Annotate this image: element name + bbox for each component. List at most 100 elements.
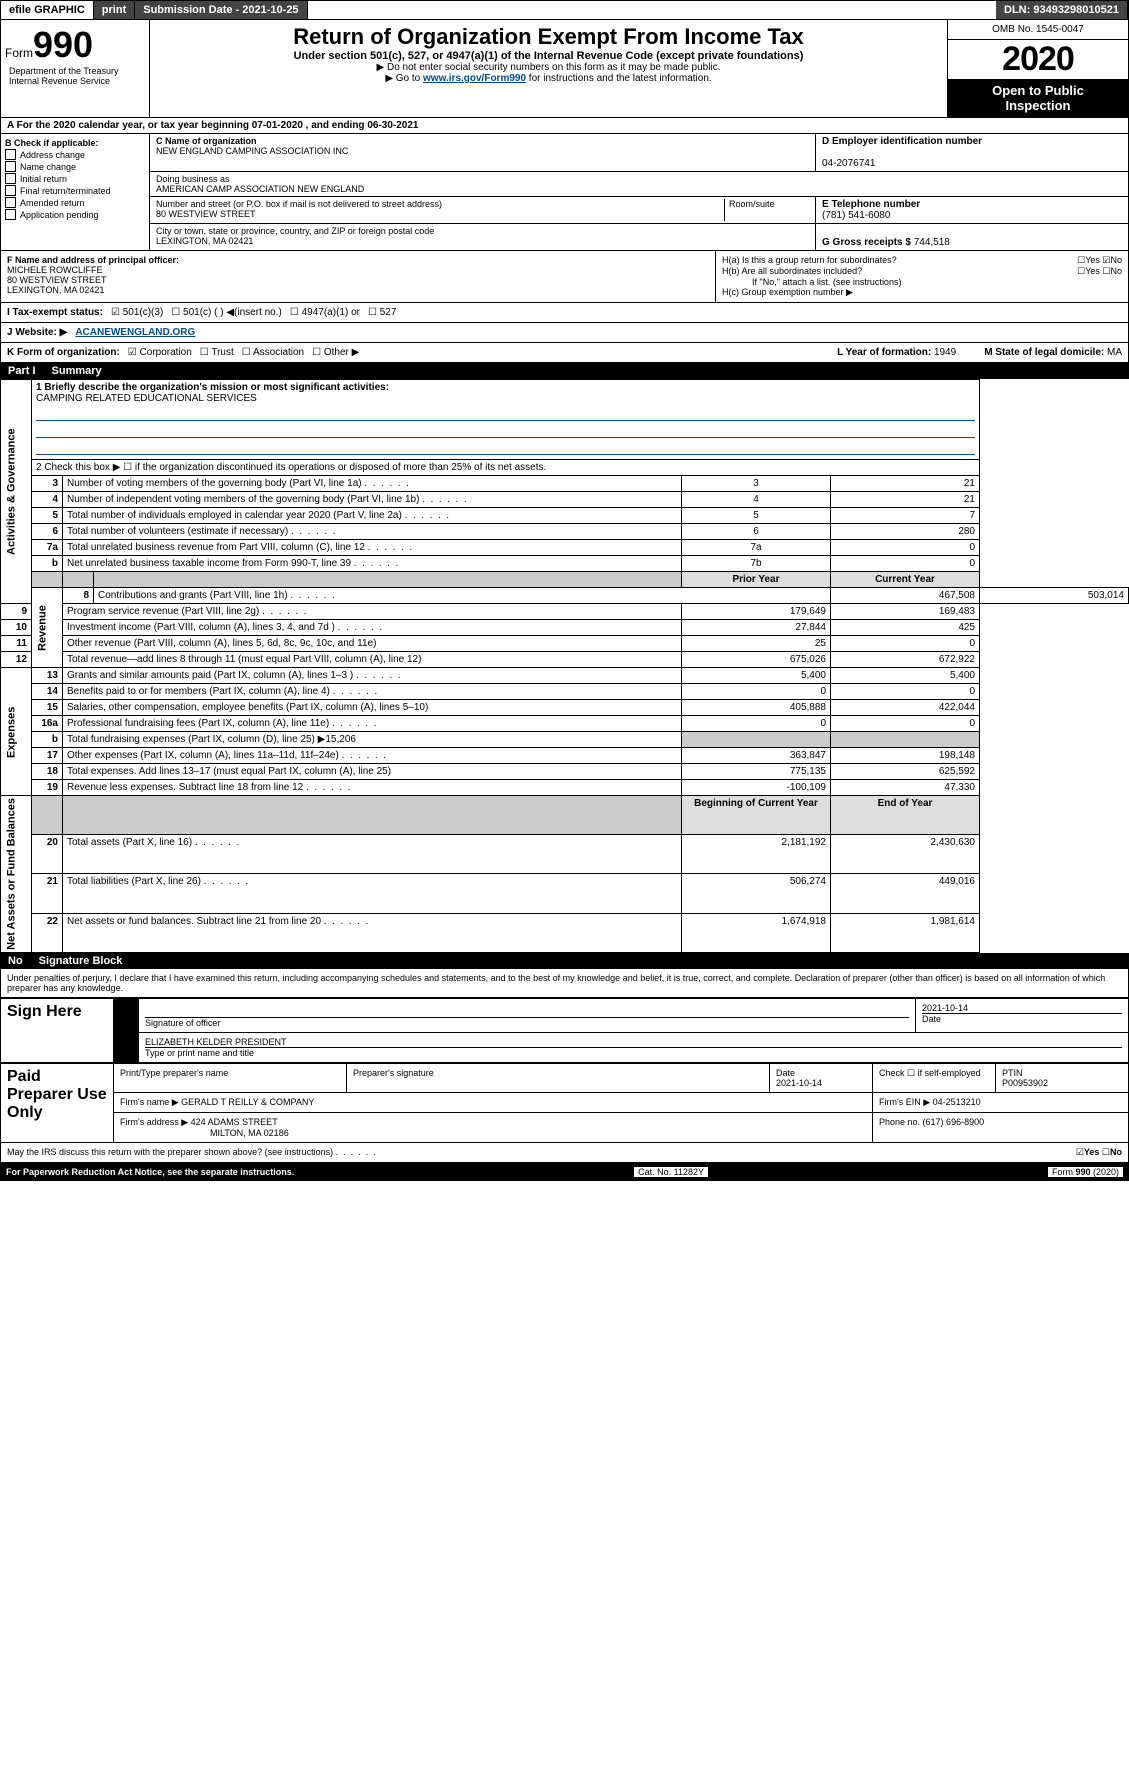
chk-name-change[interactable]: Name change [5, 161, 145, 172]
arrow-icon-2 [114, 1032, 139, 1062]
ha-label: H(a) Is this a group return for subordin… [722, 255, 897, 266]
ha-yesno: ☐Yes ☑No [1077, 255, 1122, 266]
box-g: G Gross receipts $ 744,518 [815, 224, 1128, 250]
note-link: ▶ Go to www.irs.gov/Form990 for instruct… [156, 73, 941, 84]
chk-amended[interactable]: Amended return [5, 197, 145, 208]
gov-row-7b: bNet unrelated business taxable income f… [1, 556, 1129, 572]
part1-table: Activities & Governance 1 Briefly descri… [0, 379, 1129, 953]
note-prefix: ▶ Go to [385, 73, 423, 84]
officer-typed-name: ELIZABETH KELDER PRESIDENT [145, 1037, 1122, 1048]
org-name: NEW ENGLAND CAMPING ASSOCIATION INC [156, 146, 348, 156]
gov-row-3: 3Number of voting members of the governi… [1, 476, 1129, 492]
part1-title: Summary [52, 365, 102, 377]
rev-row-11: 11Other revenue (Part VIII, column (A), … [1, 636, 1129, 652]
form-title: Return of Organization Exempt From Incom… [156, 24, 941, 50]
firm-addr2: MILTON, MA 02186 [120, 1128, 289, 1138]
end-year-head: End of Year [831, 796, 980, 835]
gross-value: 744,518 [914, 237, 950, 248]
box-c-name: C Name of organization NEW ENGLAND CAMPI… [150, 134, 815, 171]
netassets-side-label: Net Assets or Fund Balances [1, 796, 32, 953]
part2-no: No [8, 955, 23, 967]
chk-address-change-label: Address change [20, 150, 85, 160]
current-year-head: Current Year [831, 572, 980, 588]
section-a-text: A For the 2020 calendar year, or tax yea… [7, 120, 418, 131]
gov-row-4: 4Number of independent voting members of… [1, 492, 1129, 508]
dba-value: AMERICAN CAMP ASSOCIATION NEW ENGLAND [156, 184, 364, 194]
mission-line-3[interactable] [36, 440, 975, 455]
chk-amended-label: Amended return [20, 198, 85, 208]
box-c-addr: Number and street (or P.O. box if mail i… [150, 197, 815, 223]
firm-addr-cell: Firm's address ▶ 424 ADAMS STREET MILTON… [114, 1112, 873, 1142]
exp-row-15: 15Salaries, other compensation, employee… [1, 700, 1129, 716]
firm-name-cell: Firm's name ▶ GERALD T REILLY & COMPANY [114, 1092, 873, 1112]
chk-4947[interactable]: ☐ 4947(a)(1) or [290, 307, 360, 318]
paid-preparer-table: Paid Preparer Use Only Print/Type prepar… [0, 1063, 1129, 1143]
type-name-label: Type or print name and title [145, 1048, 254, 1058]
dba-label: Doing business as [156, 174, 230, 184]
hb-note: If "No," attach a list. (see instruction… [722, 277, 1122, 287]
firm-ein: 04-2513210 [933, 1097, 981, 1107]
line1-value: CAMPING RELATED EDUCATIONAL SERVICES [36, 393, 257, 404]
submission-date-label: Submission Date - [143, 4, 242, 16]
box-h: H(a) Is this a group return for subordin… [716, 251, 1128, 302]
form-number: 990 [33, 24, 93, 65]
paid-preparer-label: Paid Preparer Use Only [1, 1063, 114, 1142]
chk-corp[interactable]: ☑ Corporation [128, 347, 192, 358]
chk-trust[interactable]: ☐ Trust [200, 347, 234, 358]
chk-app-pending[interactable]: Application pending [5, 209, 145, 220]
exp-row-14: 14Benefits paid to or for members (Part … [1, 684, 1129, 700]
chk-final-return[interactable]: Final return/terminated [5, 185, 145, 196]
chk-501c3[interactable]: ☑ 501(c)(3) [111, 307, 163, 318]
prior-year-head: Prior Year [682, 572, 831, 588]
room-suite: Room/suite [724, 199, 809, 221]
dept-irs: Internal Revenue Service [5, 76, 145, 86]
ptin-cell: PTIN P00953902 [996, 1063, 1129, 1092]
mission-line-1[interactable] [36, 406, 975, 421]
mission-line-2[interactable] [36, 423, 975, 438]
row-fh: F Name and address of principal officer:… [0, 251, 1129, 303]
title-cell: Return of Organization Exempt From Incom… [150, 20, 947, 117]
part1-no: Part I [8, 365, 36, 377]
chk-name-change-label: Name change [20, 162, 76, 172]
discuss-yesno: ☑Yes ☐No [1076, 1147, 1122, 1158]
sig-date: 2021-10-14 [922, 1003, 1122, 1014]
website-link[interactable]: ACANEWENGLAND.ORG [75, 327, 195, 338]
chk-initial-return[interactable]: Initial return [5, 173, 145, 184]
chk-final-return-label: Final return/terminated [20, 186, 111, 196]
efile-label: efile GRAPHIC [1, 1, 94, 19]
paperwork-note: For Paperwork Reduction Act Notice, see … [6, 1167, 294, 1177]
self-employed-cell[interactable]: Check ☐ if self-employed [873, 1063, 996, 1092]
addr-value: 80 WESTVIEW STREET [156, 209, 256, 219]
chk-other[interactable]: ☐ Other ▶ [312, 347, 359, 358]
row-i: I Tax-exempt status: ☑ 501(c)(3) ☐ 501(c… [0, 303, 1129, 323]
firm-ein-label: Firm's EIN ▶ [879, 1097, 933, 1107]
state-domicile: M State of legal domicile: MA [984, 347, 1122, 358]
org-name-label: C Name of organization [156, 136, 257, 146]
col-header-row: Prior YearCurrent Year [1, 572, 1129, 588]
gross-label: G Gross receipts $ [822, 237, 914, 248]
irs-link[interactable]: www.irs.gov/Form990 [423, 73, 526, 84]
note-ssn: ▶ Do not enter social security numbers o… [156, 62, 941, 73]
exp-row-18: 18Total expenses. Add lines 13–17 (must … [1, 764, 1129, 780]
perjury-note: Under penalties of perjury, I declare th… [0, 969, 1129, 998]
submission-date: Submission Date - 2021-10-25 [135, 1, 307, 19]
net-row-20: 20Total assets (Part X, line 16)2,181,19… [1, 835, 1129, 874]
discuss-label: May the IRS discuss this return with the… [7, 1147, 376, 1158]
firm-phone: (617) 696-8900 [923, 1117, 985, 1127]
page-footer: For Paperwork Reduction Act Notice, see … [0, 1163, 1129, 1181]
hb-label: H(b) Are all subordinates included? [722, 266, 862, 277]
chk-501c[interactable]: ☐ 501(c) ( ) ◀(insert no.) [171, 307, 282, 318]
part1-header: Part I Summary [0, 363, 1129, 379]
row-k: K Form of organization: ☑ Corporation ☐ … [0, 343, 1129, 363]
chk-address-change[interactable]: Address change [5, 149, 145, 160]
sig-officer-line[interactable] [145, 1003, 909, 1018]
form-org-label: K Form of organization: [7, 347, 120, 358]
chk-assoc[interactable]: ☐ Association [242, 347, 304, 358]
chk-527[interactable]: ☐ 527 [368, 307, 396, 318]
begin-year-head: Beginning of Current Year [682, 796, 831, 835]
line1-label: 1 Briefly describe the organization's mi… [36, 382, 389, 393]
discuss-row: May the IRS discuss this return with the… [0, 1143, 1129, 1163]
form-header: Form990 Department of the Treasury Inter… [0, 20, 1129, 118]
print-button[interactable]: print [94, 1, 135, 19]
addr-label: Number and street (or P.O. box if mail i… [156, 199, 442, 209]
